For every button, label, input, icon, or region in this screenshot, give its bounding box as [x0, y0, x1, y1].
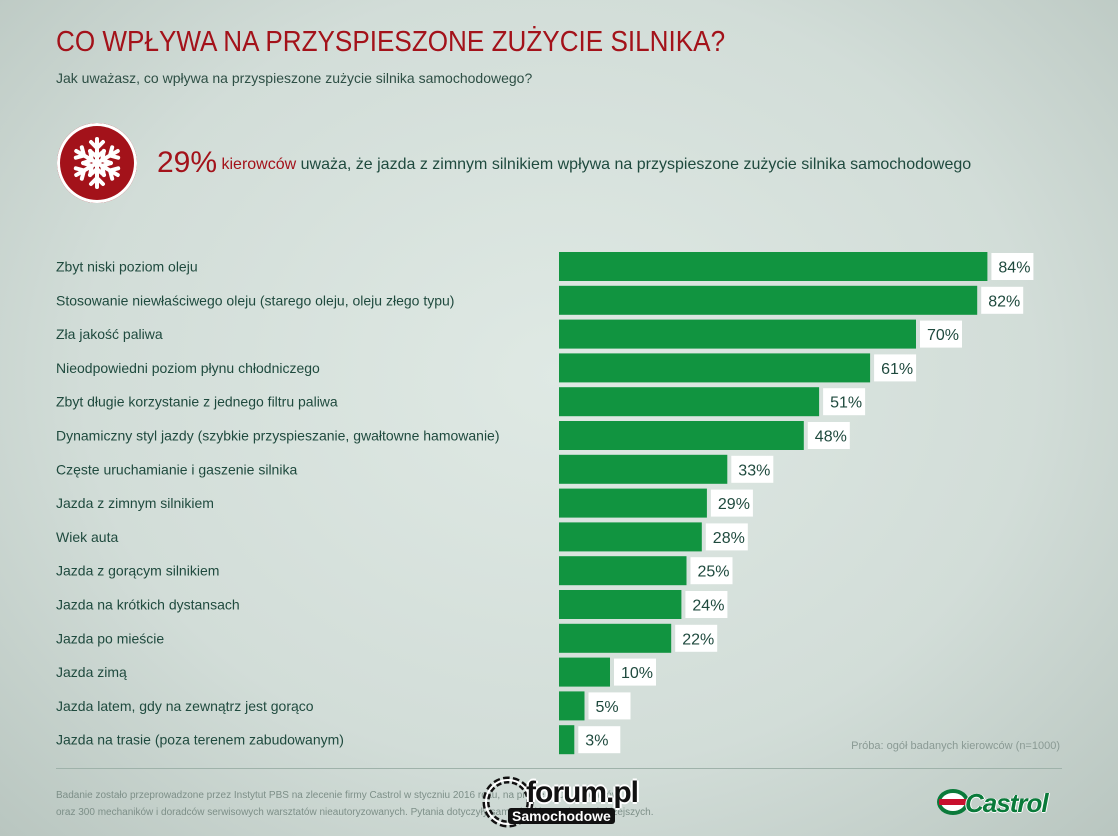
value-label: 70% [927, 327, 959, 344]
value-label: 5% [596, 699, 619, 716]
value-label: 61% [881, 361, 913, 378]
castrol-logo: Castrol [935, 786, 1061, 818]
highlight-percent: 29% [157, 146, 218, 179]
value-label-box [614, 658, 656, 686]
bar [559, 691, 585, 721]
chart-subtitle: Jak uważasz, co wpływa na przyspieszone … [56, 70, 533, 86]
snowflake-icon [57, 123, 137, 203]
value-label: 48% [815, 429, 847, 446]
bar [559, 387, 820, 417]
value-label: 82% [988, 293, 1020, 310]
category-label: Częste uruchamianie i gaszenie silnika [56, 461, 297, 477]
value-label-box [823, 388, 866, 416]
value-label-box [807, 422, 850, 449]
chart-title: CO WPŁYWA NA PRZYSPIESZONE ZUŻYCIE SILNI… [56, 26, 726, 58]
bar [559, 454, 728, 484]
bar [559, 488, 707, 518]
value-label: 84% [998, 260, 1030, 277]
value-label: 3% [585, 733, 608, 750]
category-label: Jazda na trasie (poza terenem zabudowany… [56, 732, 344, 748]
highlight-text: uważa, że jazda z zimnym silnikiem wpływ… [300, 156, 972, 173]
value-label-box [731, 455, 774, 483]
footnote-line-1: Badanie zostało przeprowadzone przez Ins… [56, 790, 620, 801]
category-label: Zła jakość paliwa [56, 326, 163, 342]
value-label: 10% [621, 665, 653, 682]
category-label: Jazda z gorącym silnikiem [56, 563, 219, 579]
value-label: 29% [718, 496, 750, 513]
value-label-box [588, 692, 631, 720]
bar [559, 657, 610, 687]
value-label-box [920, 320, 962, 348]
category-label: Jazda na krótkich dystansach [56, 597, 240, 613]
category-label: Zbyt niski poziom oleju [56, 259, 198, 275]
value-label: 33% [738, 462, 770, 479]
highlight-statement: 29% kierowców uważa, że jazda z zimnym s… [157, 146, 971, 180]
footnote-line-2: oraz 300 mechaników i doradców serwisowy… [56, 807, 654, 818]
category-label: Wiek auta [56, 529, 118, 545]
value-label-box [690, 557, 733, 585]
category-label: Jazda zimą [56, 664, 127, 680]
category-label: Zbyt długie korzystanie z jednego filtru… [56, 394, 338, 410]
footer-divider [56, 768, 1062, 769]
castrol-logo-text: Castrol [965, 788, 1049, 818]
value-label: 28% [713, 530, 745, 547]
category-label: Stosowanie niewłaściwego oleju (starego … [56, 292, 454, 308]
category-label: Nieodpowiedni poziom płynu chłodniczego [56, 360, 320, 376]
value-label-box [705, 523, 748, 551]
value-label: 22% [682, 631, 714, 648]
footnote: Badanie zostało przeprowadzone przez Ins… [56, 787, 654, 821]
bar [559, 421, 804, 450]
value-label-box [710, 489, 753, 517]
sample-note: Próba: ogół badanych kierowców (n=1000) [851, 740, 1060, 752]
highlight-keyword: kierowców [221, 156, 297, 173]
bar [559, 590, 682, 619]
bar [559, 252, 988, 281]
category-label: Jazda latem, gdy na zewnątrz jest gorąco [56, 698, 314, 714]
bar [559, 623, 672, 653]
value-label-box [578, 726, 621, 754]
value-label-box [981, 286, 1024, 314]
bar [559, 319, 916, 349]
value-label: 25% [698, 564, 730, 581]
value-label: 51% [830, 395, 862, 412]
bar [559, 353, 871, 383]
bar [559, 725, 575, 755]
category-label: Jazda z zimnym silnikiem [56, 495, 214, 511]
value-label: 24% [692, 598, 724, 615]
value-label-box [675, 624, 718, 652]
forum-watermark: forum.pl Samochodowe [478, 770, 658, 830]
bar [559, 285, 978, 315]
category-label: Dynamiczny styl jazdy (szybkie przyspies… [56, 428, 500, 444]
value-label-box [685, 591, 728, 618]
value-label-box [991, 253, 1034, 280]
forum-watermark-sub: Samochodowe [508, 808, 615, 824]
value-label-box [874, 354, 917, 382]
bar [559, 522, 702, 552]
category-label: Jazda po mieście [56, 630, 164, 646]
forum-watermark-text: forum.pl [526, 776, 639, 809]
bar [559, 556, 687, 586]
